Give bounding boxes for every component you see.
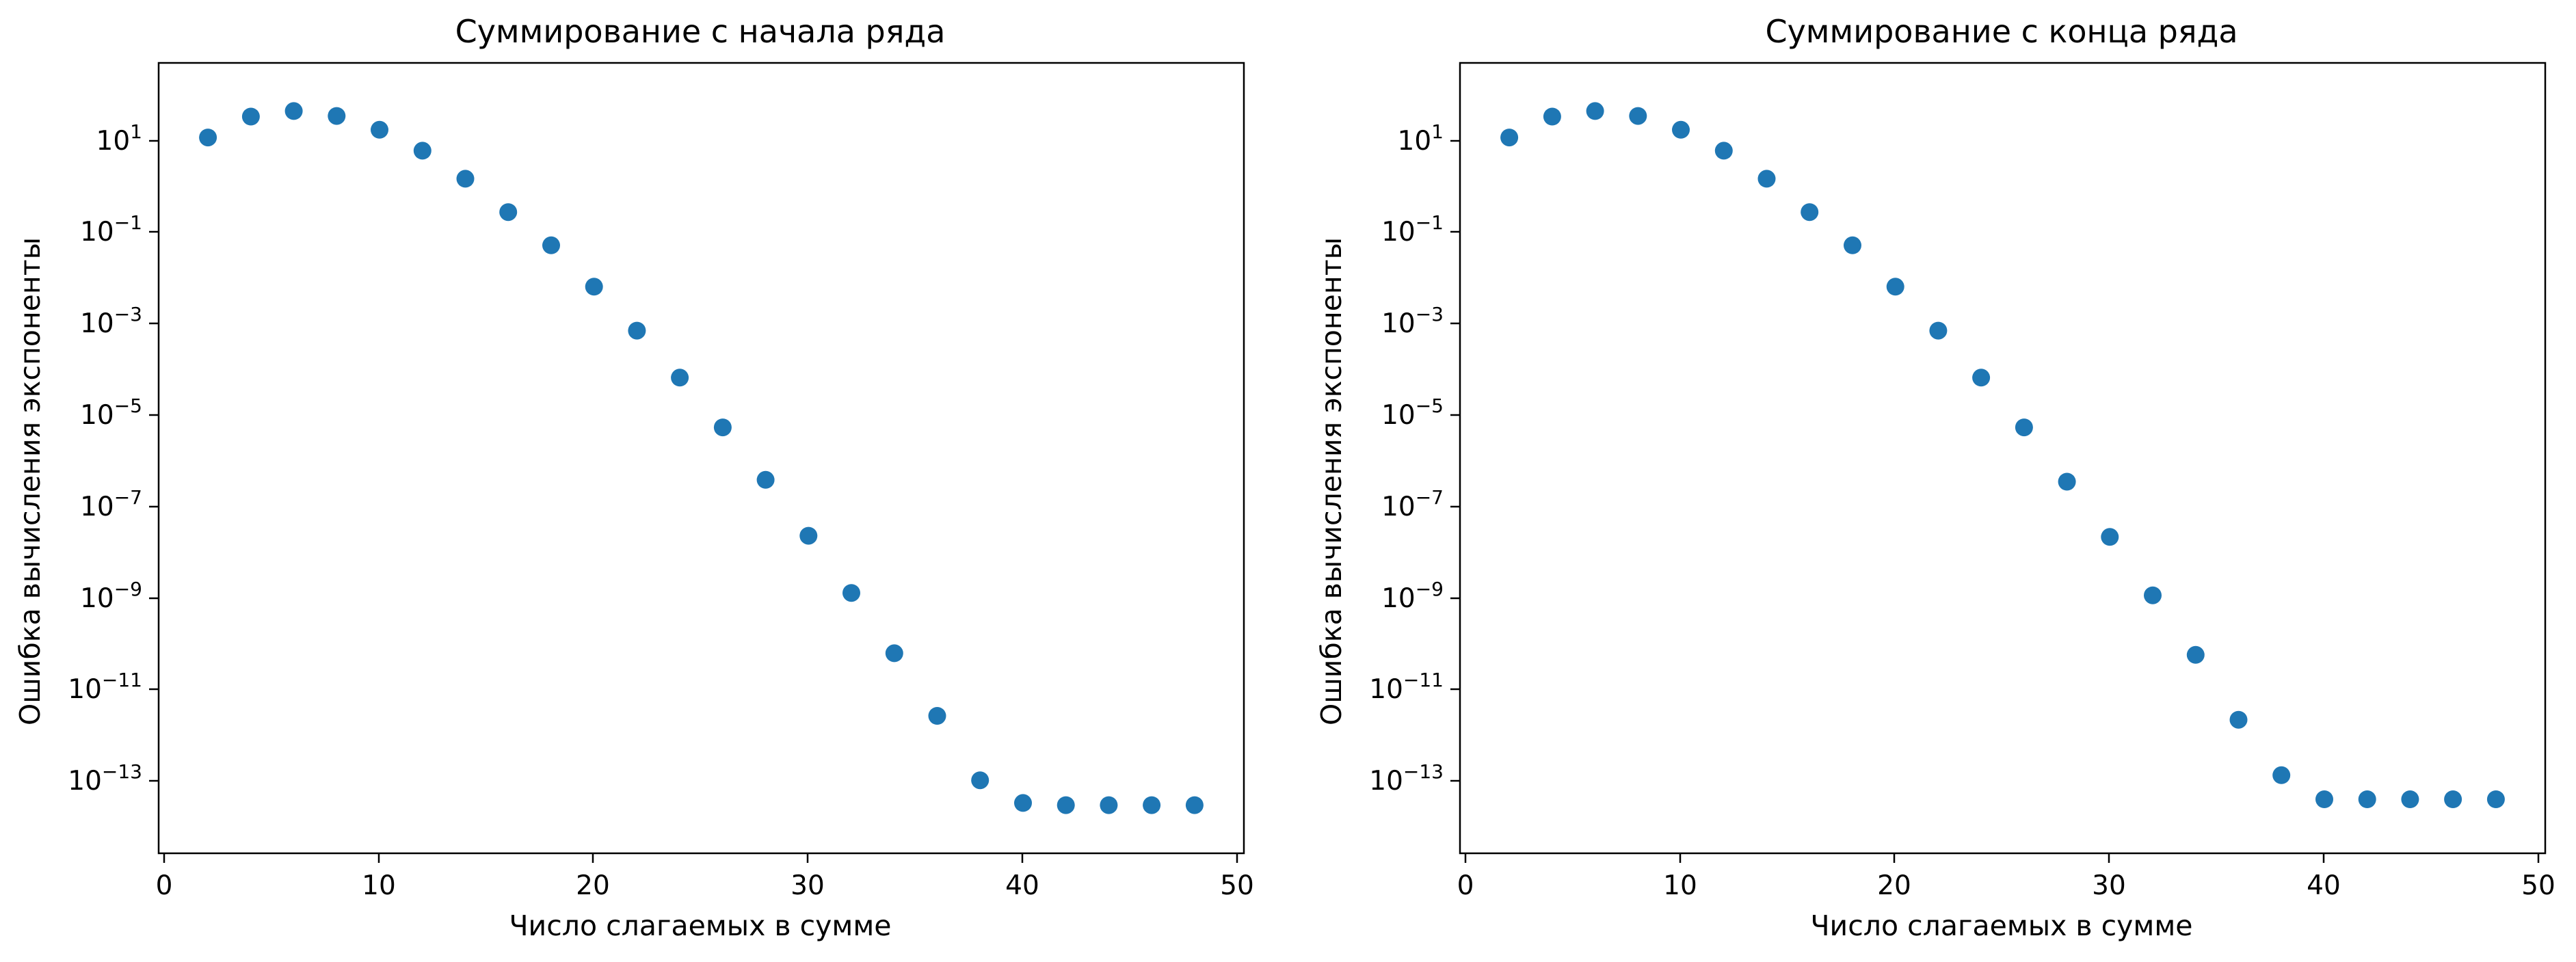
data-point bbox=[1057, 796, 1075, 814]
chart-right-y-ticks: 101 10−1 10−3 10−5 10−7 10−9 10−11 10−13 bbox=[1369, 120, 1460, 797]
data-point bbox=[241, 107, 260, 126]
chart-left-plot-frame bbox=[157, 62, 1245, 855]
x-tick-label: 30 bbox=[2092, 870, 2126, 901]
chart-right-x-ticks: 0 10 20 30 40 50 bbox=[1457, 853, 2555, 901]
data-point bbox=[328, 107, 346, 125]
y-tick-label: 10−9 bbox=[80, 578, 142, 614]
chart-right-x-axis-label: Число слагаемых в сумме bbox=[1810, 909, 2192, 942]
data-point bbox=[2358, 790, 2376, 808]
data-point bbox=[1100, 796, 1118, 814]
chart-left: Суммирование с начала ряда Число слагаем… bbox=[14, 13, 1254, 942]
y-tick-label: 10−9 bbox=[1381, 578, 1444, 614]
x-tick-label: 50 bbox=[2521, 870, 2555, 901]
data-point bbox=[2229, 710, 2248, 729]
data-point bbox=[2015, 418, 2033, 437]
y-tick-label: 10−3 bbox=[1381, 303, 1444, 339]
x-tick-label: 50 bbox=[1220, 870, 1254, 901]
data-point bbox=[1929, 321, 1948, 340]
x-tick-label: 0 bbox=[156, 870, 173, 901]
chart-left-x-axis-label: Число слагаемых в сумме bbox=[509, 909, 891, 942]
data-point bbox=[2444, 790, 2462, 808]
data-point bbox=[1801, 203, 1819, 222]
data-point bbox=[585, 278, 603, 296]
x-tick-label: 10 bbox=[1663, 870, 1697, 901]
chart-left-y-axis-label: Ошибка вычисления экспоненты bbox=[14, 237, 47, 725]
data-point bbox=[842, 584, 860, 602]
data-point bbox=[928, 707, 946, 725]
data-point bbox=[713, 418, 732, 437]
data-point bbox=[284, 102, 303, 120]
chart-right-title: Суммирование с конца ряда bbox=[1765, 13, 2238, 50]
data-point bbox=[2058, 472, 2076, 491]
data-point bbox=[1629, 107, 1647, 125]
data-point bbox=[456, 170, 475, 188]
chart-left-x-ticks: 0 10 20 30 40 50 bbox=[156, 853, 1254, 901]
y-tick-label: 101 bbox=[1398, 120, 1444, 157]
y-tick-label: 10−1 bbox=[1381, 211, 1444, 248]
y-tick-label: 10−5 bbox=[1381, 395, 1444, 431]
data-point bbox=[2186, 645, 2205, 664]
chart-right: Суммирование с конца ряда Число слагаемы… bbox=[1315, 13, 2555, 942]
data-point bbox=[1757, 170, 1776, 188]
x-tick-label: 20 bbox=[1877, 870, 1911, 901]
data-point bbox=[1543, 107, 1561, 126]
x-tick-label: 20 bbox=[576, 870, 610, 901]
data-point bbox=[1185, 796, 1204, 814]
data-point bbox=[2144, 586, 2162, 604]
data-point bbox=[1586, 102, 1604, 120]
y-tick-label: 10−5 bbox=[80, 395, 142, 431]
y-tick-label: 10−7 bbox=[80, 486, 142, 522]
data-point bbox=[2272, 766, 2291, 784]
y-tick-label: 10−11 bbox=[68, 669, 142, 705]
chart-right-points bbox=[1500, 102, 2505, 808]
data-point bbox=[199, 129, 217, 147]
data-point bbox=[2315, 790, 2333, 808]
x-tick-label: 10 bbox=[362, 870, 396, 901]
y-tick-label: 10−1 bbox=[80, 211, 142, 248]
y-tick-label: 101 bbox=[96, 120, 142, 157]
x-tick-label: 0 bbox=[1457, 870, 1474, 901]
data-point bbox=[1972, 369, 1991, 387]
chart-right-y-axis-label: Ошибка вычисления экспоненты bbox=[1315, 237, 1348, 725]
data-point bbox=[1714, 142, 1733, 160]
data-point bbox=[971, 771, 990, 790]
data-point bbox=[542, 236, 560, 254]
y-tick-label: 10−11 bbox=[1369, 669, 1444, 705]
x-tick-label: 40 bbox=[2307, 870, 2341, 901]
data-point bbox=[2401, 790, 2419, 808]
data-point bbox=[1672, 120, 1690, 139]
data-point bbox=[1014, 794, 1032, 812]
data-point bbox=[756, 470, 775, 489]
chart-right-plot-frame bbox=[1459, 62, 2547, 855]
data-point bbox=[799, 526, 818, 545]
data-point bbox=[2486, 790, 2505, 808]
data-point bbox=[885, 644, 903, 663]
chart-left-title: Суммирование с начала ряда bbox=[455, 13, 946, 50]
y-tick-label: 10−13 bbox=[68, 760, 142, 797]
data-point bbox=[499, 203, 518, 222]
chart-left-y-ticks: 101 10−1 10−3 10−5 10−7 10−9 10−11 10−13 bbox=[68, 120, 159, 797]
y-tick-label: 10−13 bbox=[1369, 760, 1444, 797]
data-point bbox=[628, 321, 646, 340]
data-point bbox=[1886, 278, 1904, 296]
y-tick-label: 10−7 bbox=[1381, 486, 1444, 522]
x-tick-label: 40 bbox=[1005, 870, 1039, 901]
data-point bbox=[2101, 528, 2119, 546]
chart-left-points bbox=[199, 102, 1204, 814]
data-point bbox=[671, 369, 689, 387]
data-point bbox=[1844, 236, 1861, 254]
data-point bbox=[1143, 796, 1161, 814]
data-point bbox=[413, 142, 431, 160]
data-point bbox=[371, 120, 388, 139]
data-point bbox=[1500, 129, 1519, 147]
y-tick-label: 10−3 bbox=[80, 303, 142, 339]
x-tick-label: 30 bbox=[791, 870, 825, 901]
